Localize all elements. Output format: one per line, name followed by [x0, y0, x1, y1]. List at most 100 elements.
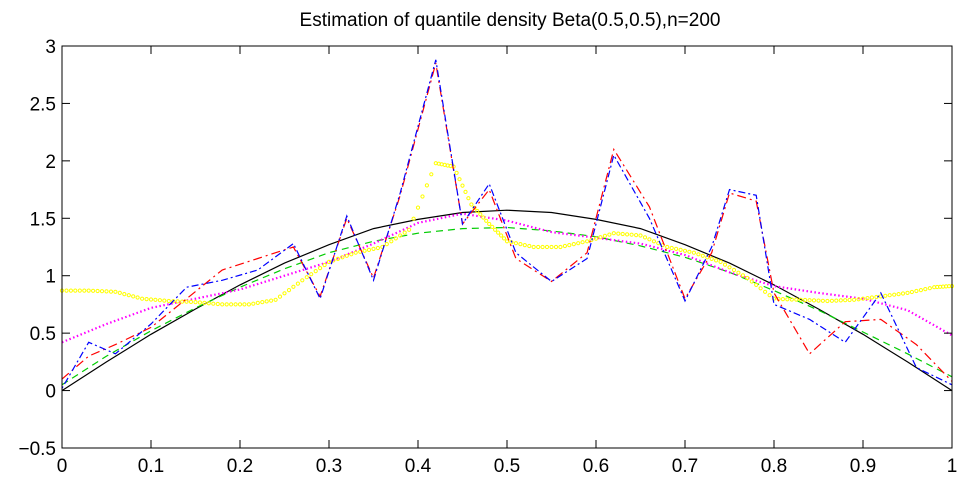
series-3-point	[463, 189, 468, 194]
series-3-point	[429, 172, 434, 177]
series-3-point	[309, 272, 314, 277]
series-3-point	[286, 288, 292, 293]
series-3-point	[140, 296, 145, 301]
series-3-point	[616, 231, 621, 236]
series-3-point	[157, 298, 162, 303]
series-3-point	[349, 252, 354, 257]
series-3-point	[233, 302, 238, 307]
series-3-point	[153, 297, 158, 302]
series-3-point	[567, 243, 572, 248]
x-tick-label: 1	[947, 456, 958, 477]
series-3-point	[475, 208, 480, 214]
series-3-point	[481, 215, 486, 220]
series-3-point	[620, 231, 625, 237]
series-3-point	[696, 252, 701, 257]
series-3-point	[424, 183, 429, 188]
series-3-point	[180, 299, 185, 304]
series-5-line	[61, 59, 953, 389]
series-3-point	[722, 262, 728, 267]
y-tick-label: 0	[45, 382, 56, 403]
series-3-point	[865, 296, 870, 301]
series-3-point	[122, 292, 127, 297]
series-3-point	[714, 258, 719, 263]
series-3-point	[340, 255, 345, 260]
series-3-point	[642, 235, 648, 240]
series-3-point	[647, 237, 652, 242]
series-3-point	[300, 278, 305, 283]
series-3-point	[126, 293, 131, 298]
series-3-point	[589, 237, 594, 242]
series-3-point	[794, 297, 799, 302]
series-3-point	[504, 239, 510, 244]
series-3-point	[571, 242, 576, 247]
series-3-point	[736, 270, 741, 275]
y-tick-label: 1.5	[30, 209, 56, 230]
series-layer	[59, 59, 955, 392]
series-3-point	[162, 298, 167, 303]
series-3-point	[665, 244, 670, 250]
series-3-point	[549, 244, 554, 250]
x-tick-label: 0	[57, 456, 68, 477]
chart-title: Estimation of quantile density Beta(0.5,…	[300, 10, 721, 31]
series-3-point	[834, 298, 839, 303]
series-3-point	[709, 256, 714, 261]
series-3-point	[420, 194, 425, 199]
series-3-point	[206, 301, 211, 306]
series-3-point	[144, 297, 149, 302]
series-3-point	[415, 205, 421, 210]
y-tick-label: 1	[45, 267, 56, 288]
series-3-point	[634, 233, 639, 238]
series-3-point	[493, 227, 498, 232]
series-3-point	[909, 289, 915, 295]
series-3-point	[682, 248, 688, 253]
series-3-point	[674, 246, 679, 251]
series-3-point	[117, 290, 122, 295]
series-3-point	[553, 244, 559, 250]
series-3-point	[531, 244, 536, 250]
x-tick-label: 0.5	[494, 456, 520, 477]
axes: 0 0.1 0.2 0.3 0.4 0.5 0.6 0.7 0.8 0.9 1−0.500.511.…	[18, 37, 957, 477]
series-3-point	[923, 287, 928, 292]
y-tick-label: 0.5	[30, 324, 56, 345]
series-3-point	[544, 244, 550, 250]
series-1-line	[61, 226, 953, 386]
series-3-point	[900, 291, 906, 296]
series-3-point	[576, 241, 581, 246]
series-3-point	[540, 244, 545, 250]
series-3-point	[389, 239, 394, 244]
series-3-point	[843, 298, 848, 303]
series-3-point	[478, 212, 483, 217]
series-3-point	[905, 290, 910, 295]
series-3-point	[852, 297, 857, 302]
y-tick-label: 2.5	[30, 94, 56, 115]
x-tick-label: 0.9	[850, 456, 876, 477]
x-tick-label: 0.1	[138, 456, 164, 477]
series-3-point	[651, 239, 657, 244]
series-3-point	[918, 288, 924, 293]
series-3-point	[407, 227, 412, 232]
series-3-point	[375, 245, 380, 251]
x-tick-label: 0.3	[316, 456, 342, 477]
series-3-point	[273, 297, 278, 302]
series-3-point	[229, 302, 234, 307]
series-3-point	[758, 286, 763, 291]
series-3-point	[749, 279, 754, 284]
series-3-point	[780, 297, 786, 302]
series-3-point	[113, 289, 118, 294]
series-3-point	[86, 288, 91, 293]
series-3-point	[175, 299, 180, 304]
x-tick-label: 0.6	[583, 456, 609, 477]
series-3-point	[687, 249, 692, 254]
series-3-point	[740, 273, 746, 278]
series-3-point	[282, 291, 287, 296]
series-3-point	[269, 298, 274, 303]
series-3-point	[490, 224, 495, 229]
series-3-point	[215, 301, 220, 307]
series-3-point	[580, 240, 585, 245]
series-3-point	[402, 230, 407, 235]
series-3-point	[469, 202, 474, 207]
series-3-point	[927, 286, 932, 291]
series-3-point	[562, 243, 568, 249]
series-3-point	[73, 288, 78, 293]
x-tick-label: 0.8	[761, 456, 787, 477]
